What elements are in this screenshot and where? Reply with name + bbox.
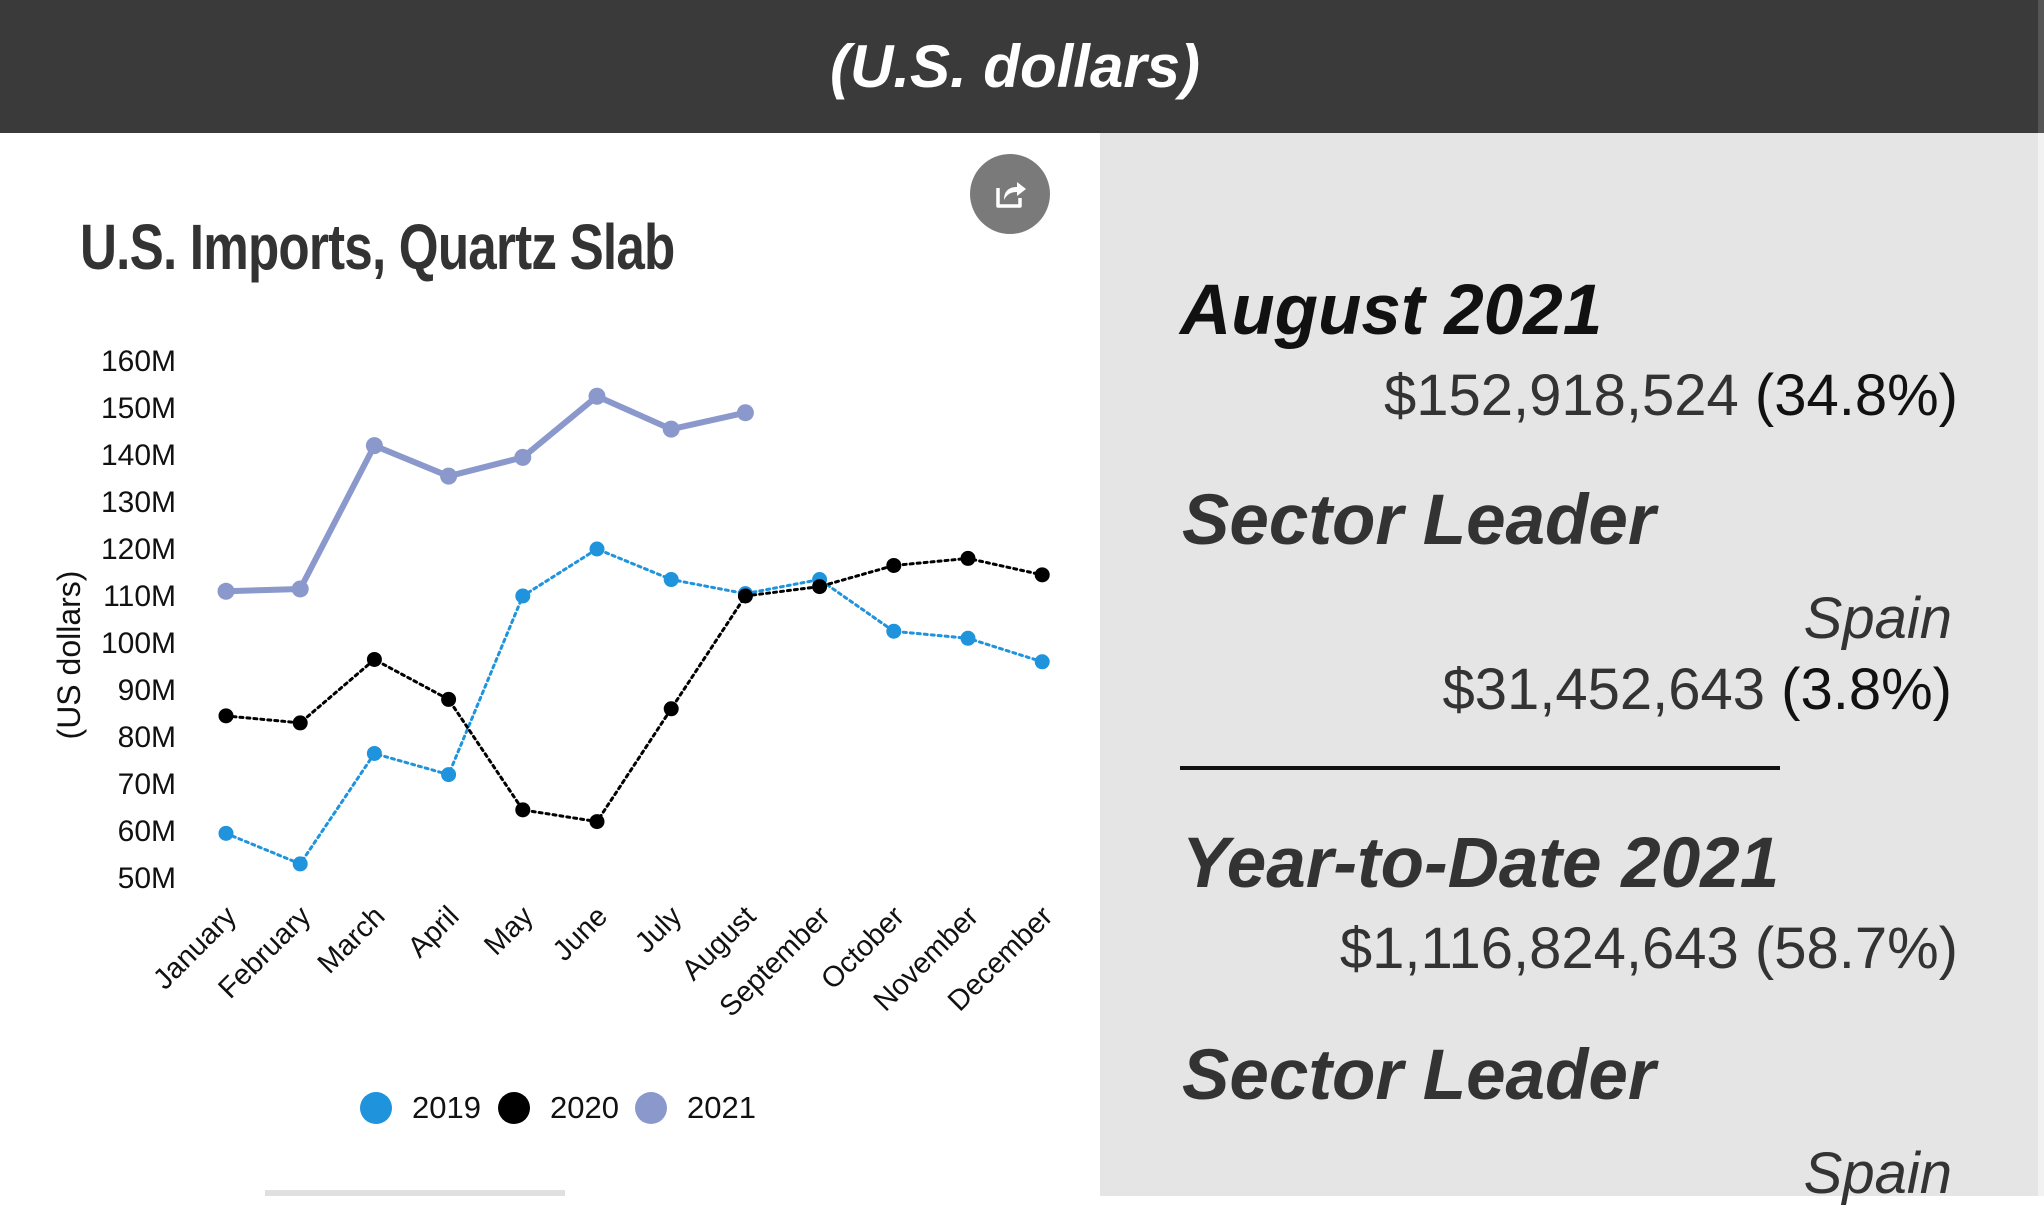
legend-label-2020[interactable]: 2020: [550, 1090, 619, 1125]
data-point-2020[interactable]: [737, 588, 753, 604]
data-point-2019[interactable]: [1034, 654, 1050, 670]
month-leader-value-line: $31,452,643 (3.8%): [1443, 656, 1953, 723]
data-point-2021[interactable]: [440, 467, 458, 485]
ytd-value-line: $1,116,824,643 (58.7%): [1340, 915, 1958, 982]
x-tick-label: April: [402, 900, 466, 964]
month-leader-title: Sector Leader: [1182, 481, 1656, 560]
chart-svg: 50M 60M 70M 80M 90M 100M 110M 120M 130M 140M 150M 1…: [51, 345, 1059, 1125]
month-pct: (34.8%): [1754, 363, 1958, 428]
x-tick-label: June: [547, 900, 614, 967]
legend-marker-2021[interactable]: [635, 1092, 667, 1124]
data-point-2019[interactable]: [960, 630, 976, 646]
data-point-2020[interactable]: [366, 651, 382, 667]
data-point-2020[interactable]: [292, 715, 308, 731]
month-value: $152,918,524: [1383, 363, 1739, 428]
data-point-2020[interactable]: [960, 550, 976, 566]
data-point-2019[interactable]: [589, 541, 605, 557]
x-tick-label: March: [312, 900, 392, 980]
plot-area: [217, 387, 1050, 872]
x-tick-label: May: [478, 900, 540, 962]
header-bar: (U.S. dollars): [0, 0, 2044, 133]
chart-panel: [0, 133, 1100, 1196]
data-point-2020[interactable]: [663, 701, 679, 717]
y-tick-label: 70M: [118, 768, 176, 801]
data-point-2021[interactable]: [514, 448, 532, 466]
stats-panel-edge: [2038, 133, 2044, 1196]
data-point-2019[interactable]: [886, 623, 902, 639]
data-point-2019[interactable]: [441, 767, 457, 783]
legend-label-2019[interactable]: 2019: [412, 1090, 481, 1125]
horizontal-scrollbar[interactable]: [265, 1190, 565, 1196]
header-scrollbar-edge: [2038, 0, 2044, 133]
legend-marker-2019[interactable]: [360, 1092, 392, 1124]
data-point-2021[interactable]: [736, 404, 754, 422]
data-point-2019[interactable]: [218, 825, 234, 841]
y-tick-label: 130M: [101, 486, 176, 519]
y-tick-label: 90M: [118, 674, 176, 707]
share-icon: [996, 182, 1026, 208]
month-leader-pct: (3.8%): [1781, 657, 1952, 722]
ytd-pct: (58.7%): [1754, 916, 1958, 981]
y-tick-label: 120M: [101, 533, 176, 566]
y-tick-label: 150M: [101, 392, 176, 425]
y-tick-label: 140M: [101, 439, 176, 472]
data-point-2020[interactable]: [515, 802, 531, 818]
y-tick-label: 160M: [101, 345, 176, 378]
axis-area: 50M 60M 70M 80M 90M 100M 110M 120M 130M 140M 150M 1…: [51, 345, 1059, 1023]
data-point-2020[interactable]: [218, 708, 234, 724]
ytd-value: $1,116,824,643: [1339, 916, 1739, 981]
data-point-2021[interactable]: [662, 420, 680, 438]
data-point-2021[interactable]: [588, 387, 606, 405]
month-leader-country: Spain: [1803, 586, 1952, 651]
series-line-2021: [223, 393, 749, 595]
y-tick-label: 50M: [118, 862, 176, 895]
y-tick-label: 110M: [103, 580, 176, 613]
y-tick-label: 100M: [101, 627, 176, 660]
data-point-2021[interactable]: [291, 580, 309, 598]
stats-panel: [1100, 133, 2044, 1196]
data-point-2020[interactable]: [886, 557, 902, 573]
data-point-2020[interactable]: [812, 579, 828, 595]
y-axis-label: (US dollars): [51, 571, 87, 740]
x-tick-label: July: [629, 900, 688, 959]
ytd-title: Year-to-Date 2021: [1182, 824, 1780, 903]
data-point-2019[interactable]: [515, 588, 531, 604]
legend-label-2021[interactable]: 2021: [687, 1090, 756, 1125]
series-line-2019: [224, 547, 1044, 866]
y-tick-label: 80M: [118, 721, 176, 754]
data-point-2020[interactable]: [441, 691, 457, 707]
data-point-2020[interactable]: [1034, 567, 1050, 583]
month-title: August 2021: [1180, 271, 1603, 350]
ytd-leader-country: Spain: [1803, 1141, 1952, 1206]
data-point-2021[interactable]: [217, 582, 235, 600]
legend-marker-2020[interactable]: [498, 1092, 530, 1124]
month-value-line: $152,918,524 (34.8%): [1384, 362, 1958, 429]
y-tick-label: 60M: [118, 815, 176, 848]
chart-legend: 2019 2020 2021: [360, 1090, 756, 1125]
data-point-2020[interactable]: [589, 814, 605, 830]
data-point-2019[interactable]: [292, 856, 308, 872]
data-point-2019[interactable]: [663, 572, 679, 588]
header-title: (U.S. dollars): [829, 33, 1201, 100]
chart-title: U.S. Imports, Quartz Slab: [80, 211, 675, 283]
section-divider: [1180, 766, 1780, 770]
month-leader-value: $31,452,643: [1442, 657, 1766, 722]
data-point-2019[interactable]: [366, 745, 382, 761]
ytd-leader-title: Sector Leader: [1182, 1036, 1656, 1115]
data-point-2021[interactable]: [365, 437, 383, 455]
share-button[interactable]: [970, 154, 1050, 234]
series-line-2020: [224, 556, 1044, 824]
